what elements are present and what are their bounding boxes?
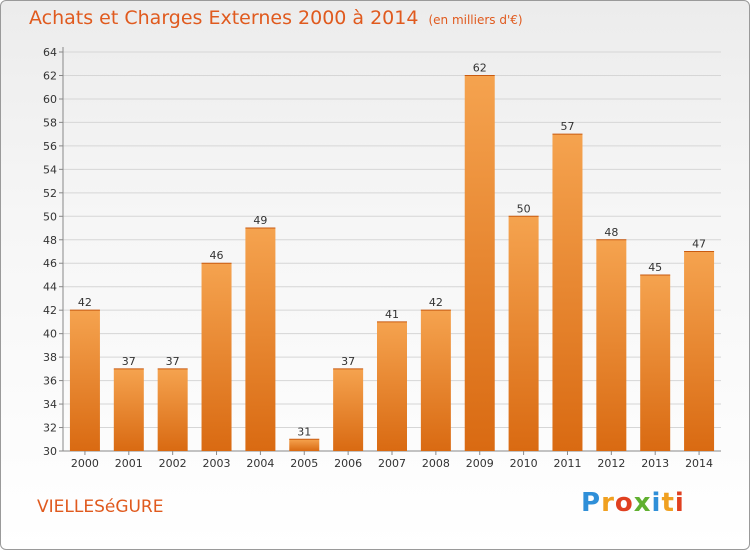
logo-letter: r — [601, 488, 615, 518]
x-tick-label: 2006 — [334, 457, 362, 470]
value-label: 37 — [122, 355, 136, 368]
bar — [377, 321, 407, 451]
x-tick-label: 2000 — [71, 457, 99, 470]
x-tick-label: 2001 — [115, 457, 143, 470]
bar — [333, 368, 364, 451]
y-tick-label: 54 — [43, 163, 57, 176]
logo-letter: i — [651, 488, 662, 518]
y-tick-label: 40 — [43, 328, 57, 341]
value-label: 42 — [429, 296, 443, 309]
value-label: 46 — [210, 249, 224, 262]
value-label: 62 — [473, 61, 487, 74]
bar — [201, 263, 232, 451]
y-tick-label: 56 — [43, 140, 57, 153]
y-tick-label: 58 — [43, 116, 57, 129]
value-label: 48 — [604, 226, 618, 239]
x-tick-label: 2008 — [422, 457, 450, 470]
bar — [69, 310, 100, 451]
bar — [684, 251, 715, 451]
bar — [289, 439, 320, 451]
bar — [464, 75, 495, 452]
value-label: 47 — [692, 238, 706, 251]
value-label: 37 — [166, 355, 180, 368]
logo-letter: P — [581, 488, 602, 518]
x-tick-label: 2013 — [641, 457, 669, 470]
y-tick-label: 46 — [43, 257, 57, 270]
y-tick-label: 64 — [43, 46, 57, 59]
logo-letter: o — [614, 488, 634, 518]
bar — [640, 274, 671, 451]
y-tick-label: 48 — [43, 234, 57, 247]
value-label: 50 — [517, 202, 531, 215]
bar — [113, 368, 144, 451]
title-text: Achats et Charges Externes 2000 à 2014 — [29, 7, 419, 29]
logo-letter: i — [674, 488, 685, 518]
labels: 30 32 34 36 38 40 42 44 46 48 50 52 54 56 58 60 62 64 42 20… — [43, 46, 713, 470]
x-tick-label: 2014 — [685, 457, 713, 470]
x-tick-label: 2004 — [246, 457, 274, 470]
y-tick-label: 38 — [43, 351, 57, 364]
logo-letter: x — [633, 488, 652, 518]
logo-letter: t — [661, 488, 675, 518]
y-tick-label: 52 — [43, 187, 57, 200]
x-tick-label: 2003 — [203, 457, 231, 470]
value-label: 31 — [297, 425, 311, 438]
x-tick-label: 2011 — [553, 457, 581, 470]
value-label: 57 — [560, 120, 574, 133]
y-tick-label: 32 — [43, 422, 57, 435]
y-tick-label: 50 — [43, 210, 57, 223]
value-label: 42 — [78, 296, 92, 309]
y-tick-label: 42 — [43, 304, 57, 317]
value-label: 37 — [341, 355, 355, 368]
y-tick-label: 30 — [43, 445, 57, 458]
bars — [69, 74, 715, 452]
value-label: 41 — [385, 308, 399, 321]
y-tick-label: 44 — [43, 281, 57, 294]
value-label: 49 — [253, 214, 267, 227]
x-tick-label: 2002 — [159, 457, 187, 470]
bar — [420, 310, 451, 451]
commune-name: VIELLESéGURE — [37, 497, 164, 517]
title-unit: (en milliers d'€) — [428, 13, 523, 27]
bar — [245, 228, 276, 451]
bar — [508, 216, 539, 451]
y-tick-label: 36 — [43, 375, 57, 388]
bar — [596, 239, 627, 451]
x-tick-label: 2009 — [466, 457, 494, 470]
value-label: 45 — [648, 261, 662, 274]
x-tick-label: 2012 — [597, 457, 625, 470]
y-tick-label: 34 — [43, 398, 57, 411]
x-tick-label: 2010 — [510, 457, 538, 470]
bar — [157, 368, 188, 451]
bar — [552, 134, 583, 451]
chart-title: Achats et Charges Externes 2000 à 2014 (e… — [29, 7, 523, 29]
y-tick-label: 60 — [43, 93, 57, 106]
y-tick-label: 62 — [43, 69, 57, 82]
proxiti-logo[interactable]: Proxiti — [581, 488, 685, 518]
x-tick-label: 2007 — [378, 457, 406, 470]
x-tick-label: 2005 — [290, 457, 318, 470]
